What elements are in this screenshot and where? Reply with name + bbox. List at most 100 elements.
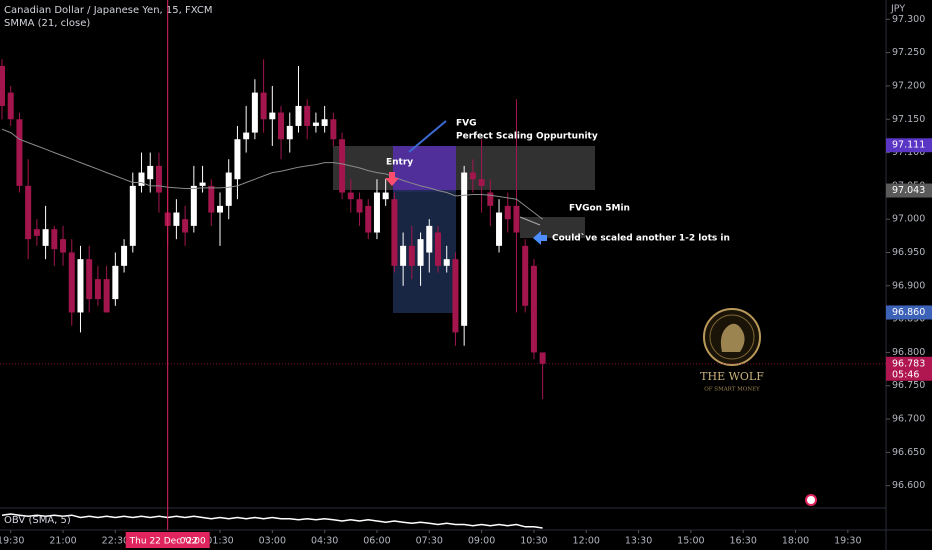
fvg-line xyxy=(519,216,541,226)
candle-body xyxy=(478,179,485,186)
crosshair-time: 00:00 xyxy=(180,537,206,547)
candle-body xyxy=(103,279,110,313)
fvg-5min-zone xyxy=(520,217,585,238)
x-tick-label: 10:30 xyxy=(520,536,547,547)
alert-icon[interactable] xyxy=(805,494,817,506)
candle-body xyxy=(121,245,128,266)
candle-body xyxy=(243,132,250,140)
candle-body xyxy=(321,119,328,126)
crosshair-label-box xyxy=(125,532,210,548)
annotation: FVGon 5Min xyxy=(569,204,630,214)
candle-body xyxy=(225,172,232,206)
candle-body xyxy=(330,119,337,140)
smma-line xyxy=(1,128,543,220)
plot-area xyxy=(0,59,546,529)
x-tick-label: 19:30 xyxy=(834,536,861,547)
candle-body xyxy=(68,252,75,313)
annotation: FVG xyxy=(456,119,477,129)
price-badge-label: 96.783 xyxy=(892,358,925,369)
logo-title: THE WOLF xyxy=(700,370,764,383)
x-tick-label: 21:00 xyxy=(49,536,76,547)
candle-body xyxy=(86,259,93,300)
candle-body xyxy=(147,165,154,180)
candle-body xyxy=(173,212,180,226)
x-tick-label: 22:30 xyxy=(102,536,129,547)
candle-body xyxy=(138,172,145,186)
candle-body xyxy=(33,229,40,236)
y-tick-label: 97.200 xyxy=(892,80,925,91)
candle-body xyxy=(25,185,32,240)
candle-body xyxy=(155,165,162,193)
chart-title: Canadian Dollar / Japanese Yen, 15, FXCM xyxy=(4,5,212,16)
y-tick-label: 96.900 xyxy=(892,280,925,291)
x-tick-label: 06:00 xyxy=(363,536,390,547)
candle-body xyxy=(435,232,441,266)
candle-body xyxy=(417,239,424,266)
candle-body xyxy=(539,352,546,364)
obv-label: OBV (SMA, 5) xyxy=(4,515,71,526)
candle-body xyxy=(42,229,49,246)
price-badge xyxy=(886,138,932,153)
countdown: 05:46 xyxy=(892,369,919,380)
entry-zone xyxy=(393,146,456,192)
candle-body xyxy=(522,245,529,306)
price-badge xyxy=(886,356,932,381)
candle-body xyxy=(16,119,23,186)
y-tick-label: 96.800 xyxy=(892,347,925,358)
candle-body xyxy=(234,139,241,180)
candle-body xyxy=(0,65,5,106)
candle-body xyxy=(530,265,537,353)
obv-line xyxy=(1,513,543,529)
candle-body xyxy=(312,122,319,126)
candle-body xyxy=(208,185,215,213)
price-badge-label: 97.111 xyxy=(892,140,925,151)
currency: JPY xyxy=(890,4,905,15)
x-tick-label: 19:30 xyxy=(0,536,24,547)
y-tick-label: 97.000 xyxy=(892,214,925,225)
candle-body xyxy=(60,239,67,253)
x-tick-label: 04:30 xyxy=(311,536,338,547)
y-tick-label: 97.100 xyxy=(892,147,925,158)
candle-body xyxy=(278,112,285,140)
candle-body xyxy=(339,139,346,193)
price-badge-label: 97.043 xyxy=(892,185,925,196)
x-tick-label: 18:00 xyxy=(782,536,809,547)
candle-body xyxy=(365,205,372,233)
x-tick-label: 16:30 xyxy=(730,536,757,547)
y-tick-label: 96.700 xyxy=(892,414,925,425)
candle-body xyxy=(112,265,119,300)
callout-line xyxy=(408,120,447,153)
crosshair-date: Thu 22 Dec '22 xyxy=(129,537,198,547)
candle-body xyxy=(443,259,450,266)
candle-body xyxy=(373,192,380,233)
candle-body xyxy=(400,245,407,266)
candle-body xyxy=(182,219,189,233)
entry-arrow xyxy=(385,172,399,186)
candle-body xyxy=(408,245,415,266)
candle-body xyxy=(382,192,389,200)
price-badge xyxy=(886,183,932,198)
y-tick-label: 96.750 xyxy=(892,380,925,391)
x-tick-label: 15:00 xyxy=(677,536,704,547)
candle-body xyxy=(452,259,459,333)
annotation: Entry xyxy=(386,158,413,168)
candle-body xyxy=(469,172,476,180)
logo-ring xyxy=(709,314,755,360)
candle-body xyxy=(513,205,520,233)
logo-subtitle: OF SMART MONEY xyxy=(704,387,760,393)
candle-body xyxy=(51,229,58,250)
candle-body xyxy=(260,92,267,120)
price-badge-label: 96.860 xyxy=(892,307,925,318)
x-tick-label: 12:00 xyxy=(573,536,600,547)
candle-body xyxy=(391,199,398,266)
x-tick-label: 09:00 xyxy=(468,536,495,547)
annotation: Perfect Scaling Oppurtunity xyxy=(456,132,598,142)
candle-body xyxy=(487,192,494,206)
x-tick-label: 07:30 xyxy=(416,536,443,547)
left-arrow xyxy=(533,231,547,245)
candle-body xyxy=(504,205,511,220)
indicator-label: SMMA (21, close) xyxy=(4,18,90,29)
candle-body xyxy=(190,185,197,226)
